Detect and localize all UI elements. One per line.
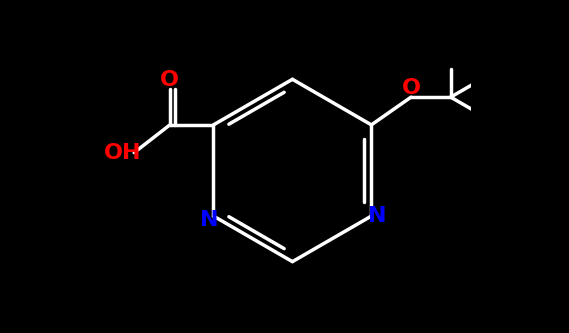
Text: N: N	[200, 210, 218, 230]
Text: N: N	[369, 206, 387, 226]
Text: O: O	[160, 70, 179, 90]
Text: OH: OH	[104, 143, 141, 163]
Text: O: O	[402, 78, 420, 98]
